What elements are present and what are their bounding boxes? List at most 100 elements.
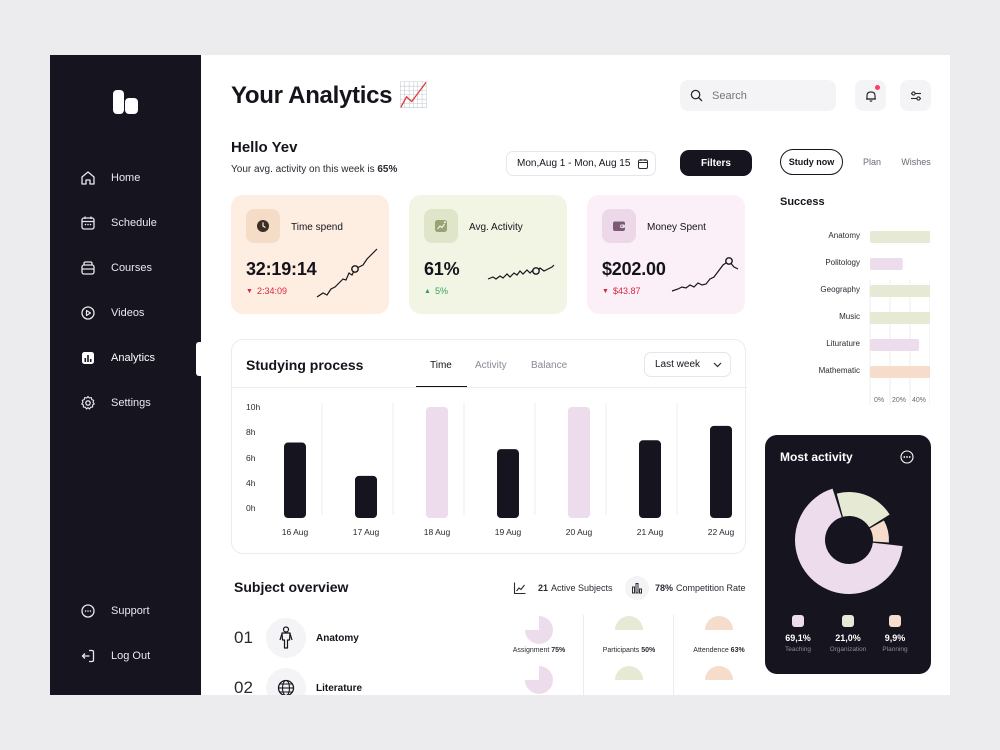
analytics-dashboard: Home Schedule Courses Videos Analytics S… <box>50 55 950 695</box>
sidebar-item-videos[interactable]: Videos <box>80 302 144 324</box>
attendence-pie <box>705 616 733 630</box>
bar <box>497 449 519 518</box>
globe-icon <box>266 668 306 695</box>
legend-value: 9,9% <box>884 633 906 643</box>
tab-study-now[interactable]: Study now <box>780 149 843 175</box>
sparkline-chart <box>316 248 378 298</box>
donut-slice <box>869 520 889 543</box>
legend-value: 21,0% <box>835 633 861 643</box>
panel-title: Studying process <box>246 357 364 373</box>
sidebar-item-logout[interactable]: Log Out <box>80 645 150 667</box>
y-tick-label: 0h <box>246 503 256 513</box>
legend-organization: 21,0% Organization <box>823 615 873 653</box>
notifications-button[interactable] <box>855 80 886 111</box>
bar <box>870 366 930 378</box>
subject-number: 02 <box>234 678 253 695</box>
category-label: Liturature <box>826 339 860 348</box>
chevron-down-icon <box>713 362 722 368</box>
legend-swatch <box>842 615 854 627</box>
tab-wishes[interactable]: Wishes <box>901 157 931 167</box>
sidebar-item-label: Courses <box>111 262 152 274</box>
assignment-pie <box>525 616 553 644</box>
anatomy-icon <box>266 618 306 658</box>
category-label: Politology <box>825 258 860 267</box>
competition-rate-stat: 78% Competition Rate <box>625 575 746 601</box>
chart-icon <box>435 220 447 232</box>
most-activity-title: Most activity <box>780 450 853 464</box>
metric-label: Assignment 75% <box>512 647 566 654</box>
sidebar-item-courses[interactable]: Courses <box>80 257 152 279</box>
sidebar-item-label: Schedule <box>111 217 157 229</box>
line-chart-icon <box>508 576 532 600</box>
stat-card-money-spent[interactable]: Money Spent $202.00 ▼ $43.87 <box>587 195 745 314</box>
legend-label: Organization <box>829 646 867 653</box>
metric-label: Participants 50% <box>602 647 656 654</box>
play-icon <box>81 306 95 320</box>
metric-label: Attendence 63% <box>693 647 745 654</box>
legend-planning: 9,9% Planning <box>870 615 920 653</box>
sidebar-item-home[interactable]: Home <box>80 167 140 189</box>
bar <box>284 442 306 518</box>
donut-slice <box>836 492 890 528</box>
x-tick-label: 21 Aug <box>637 527 664 537</box>
y-tick-label: 6h <box>246 453 256 463</box>
bar <box>870 339 920 351</box>
stat-icon-box <box>246 209 280 243</box>
sidebar-item-analytics[interactable]: Analytics <box>80 347 155 369</box>
sidebar-item-schedule[interactable]: Schedule <box>80 212 157 234</box>
tab-plan[interactable]: Plan <box>862 157 881 167</box>
bar <box>426 407 448 518</box>
calendar-icon <box>638 159 648 169</box>
subject-overview-title: Subject overview <box>234 579 349 595</box>
filters-button[interactable]: Filters <box>680 150 752 176</box>
stat-icon-box <box>602 209 636 243</box>
app-logo[interactable] <box>113 88 139 116</box>
search-input[interactable] <box>712 89 822 102</box>
bar <box>355 475 377 518</box>
date-range-picker[interactable]: Mon,Aug 1 - Mon, Aug 15 <box>506 151 656 176</box>
tab-balance[interactable]: Balance <box>531 360 568 371</box>
legend-value: 69,1% <box>785 633 811 643</box>
sidebar-item-settings[interactable]: Settings <box>80 392 151 414</box>
notification-dot <box>875 85 880 90</box>
bar <box>568 407 590 518</box>
settings-sliders-button[interactable] <box>900 80 931 111</box>
sidebar-item-support[interactable]: Support <box>80 600 150 622</box>
legend-teaching: 69,1% Teaching <box>773 615 823 653</box>
date-range-text: Mon,Aug 1 - Mon, Aug 15 <box>517 158 631 169</box>
stat-delta: ▼ 2:34:09 <box>246 286 287 296</box>
legend-swatch <box>889 615 901 627</box>
range-select[interactable]: Last week <box>644 352 731 377</box>
search-box[interactable] <box>680 80 836 111</box>
subject-row-literature[interactable]: 02 Literature <box>234 668 362 695</box>
sidebar-item-label: Log Out <box>111 650 151 662</box>
subject-name: Anatomy <box>316 632 359 644</box>
stat-card-avg-activity[interactable]: Avg. Activity 61% ▲ 5% <box>409 195 567 314</box>
more-options-icon[interactable] <box>900 450 914 464</box>
x-tick-label: 19 Aug <box>495 527 522 537</box>
divider <box>583 615 584 695</box>
bar <box>710 425 732 518</box>
stat-value: $202.00 <box>602 259 666 279</box>
category-label: Mathematic <box>819 366 860 375</box>
stat-label: Money Spent <box>647 222 706 233</box>
sparkline-chart <box>487 264 555 280</box>
gear-icon <box>81 395 95 410</box>
x-tick-label: 22 Aug <box>708 527 735 537</box>
success-bar-chart: Anatomy Politology Geography Music Lituratur… <box>819 231 930 405</box>
calendar-icon <box>81 216 95 230</box>
subject-number: 01 <box>234 628 253 647</box>
sidebar-item-label: Support <box>111 605 150 617</box>
courses-icon <box>81 261 95 275</box>
home-icon <box>81 171 95 185</box>
tab-activity[interactable]: Activity <box>475 360 507 371</box>
tab-time[interactable]: Time <box>430 360 452 371</box>
sidebar-item-label: Home <box>111 172 141 184</box>
stat-card-time-spend[interactable]: Time spend 32:19:14 ▼ 2:34:09 <box>231 195 389 314</box>
bar <box>639 440 661 518</box>
subject-row-anatomy[interactable]: 01 Anatomy <box>234 618 359 658</box>
sidebar-item-label: Analytics <box>111 352 156 364</box>
trend-down-icon: ▼ <box>602 287 609 295</box>
bar-chart-icon <box>625 576 649 600</box>
stat-label: Time spend <box>291 222 343 233</box>
